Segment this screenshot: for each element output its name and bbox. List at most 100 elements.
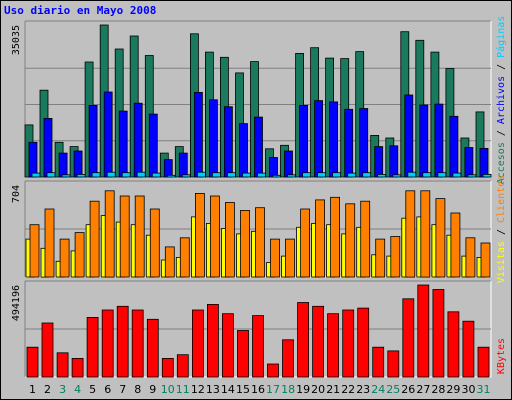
x-tick-label-day-9: 9	[149, 383, 156, 396]
bar-paginas-day-21	[332, 172, 342, 178]
bar-kbytes-day-26	[402, 298, 415, 378]
bar-clientes-day-27	[420, 190, 431, 278]
y-max-label: 494196	[11, 285, 22, 321]
bar-clientes-day-4	[74, 232, 85, 278]
x-tick-label-day-23: 23	[356, 383, 370, 396]
bar-paginas-day-22	[347, 172, 357, 178]
bar-paginas-day-25	[392, 174, 402, 178]
legend-visitors: Visitas / Clientes	[496, 175, 507, 283]
bar-clientes-day-12	[194, 192, 205, 278]
bar-archivos-day-26	[404, 94, 414, 178]
legend-separator: /	[496, 58, 507, 76]
bar-clientes-day-9	[149, 208, 160, 278]
bar-clientes-day-5	[89, 200, 100, 278]
x-tick-label-day-2: 2	[44, 383, 51, 396]
bar-archivos-day-15	[239, 123, 248, 178]
bar-kbytes-day-17	[267, 363, 279, 378]
y-max-label: 704	[11, 185, 22, 203]
panel-hits: 35035	[11, 20, 492, 178]
bar-archivos-day-16	[254, 116, 263, 178]
bar-paginas-day-3	[61, 174, 71, 178]
bar-kbytes-day-27	[417, 284, 430, 378]
panel-kbytes: 494196	[11, 280, 492, 378]
bar-clientes-day-16	[255, 207, 265, 278]
x-tick-label-day-22: 22	[341, 383, 355, 396]
bar-archivos-day-22	[344, 108, 354, 178]
bar-clientes-day-15	[240, 209, 250, 278]
bar-kbytes-day-7	[116, 305, 129, 378]
x-tick-label-day-20: 20	[311, 383, 325, 396]
x-tick-label-day-21: 21	[326, 383, 340, 396]
bar-clientes-day-7	[119, 195, 130, 278]
x-tick-label-day-28: 28	[431, 383, 445, 396]
legend-hits: Accesos / Archivos / Páginas	[495, 16, 507, 185]
x-tick-label-day-3: 3	[59, 383, 66, 396]
bar-archivos-day-12	[193, 92, 203, 178]
bar-archivos-day-23	[359, 108, 369, 178]
x-tick-label-day-8: 8	[134, 383, 141, 396]
bar-kbytes-day-11	[176, 354, 189, 378]
bar-clientes-day-6	[104, 190, 115, 278]
x-tick-label-day-27: 27	[416, 383, 430, 396]
bar-archivos-day-20	[314, 100, 324, 178]
bar-paginas-day-2	[46, 172, 56, 178]
bar-paginas-day-5	[91, 172, 101, 178]
bar-kbytes-day-23	[357, 307, 370, 378]
x-tick-label-day-25: 25	[386, 383, 400, 396]
x-tick-label-day-16: 16	[251, 383, 265, 396]
bar-archivos-day-24	[374, 146, 384, 178]
bar-paginas-day-4	[76, 173, 86, 178]
x-tick-label-day-15: 15	[236, 383, 250, 396]
bar-archivos-day-5	[88, 105, 98, 178]
bar-kbytes-day-22	[342, 309, 355, 378]
bar-archivos-day-6	[103, 91, 113, 178]
bar-clientes-day-1	[29, 224, 40, 278]
bar-archivos-day-4	[73, 150, 83, 178]
bar-kbytes-day-21	[327, 313, 340, 378]
x-tick-label-day-13: 13	[206, 383, 220, 396]
panel-visitors: 704	[11, 180, 492, 278]
bar-clientes-day-20	[315, 199, 326, 278]
bar-paginas-day-1	[31, 172, 41, 178]
bar-kbytes-day-1	[26, 346, 39, 378]
bar-paginas-day-24	[377, 173, 387, 178]
bar-paginas-day-16	[257, 172, 266, 178]
bar-clientes-day-10	[164, 246, 175, 278]
bar-paginas-day-31	[482, 173, 492, 178]
x-tick-label-day-1: 1	[29, 383, 36, 396]
legend-paginas: Páginas	[495, 16, 507, 58]
bar-kbytes-day-20	[312, 305, 325, 378]
x-tick-label-day-29: 29	[446, 383, 460, 396]
bar-paginas-day-19	[302, 172, 312, 178]
bar-clientes-day-3	[59, 238, 70, 278]
bar-kbytes-day-2	[41, 322, 54, 378]
bar-clientes-day-24	[375, 238, 386, 278]
bar-kbytes-day-8	[131, 309, 144, 378]
bar-kbytes-day-14	[221, 313, 234, 378]
bar-archivos-day-8	[133, 102, 143, 178]
bar-clientes-day-30	[465, 237, 476, 278]
bar-clientes-day-18	[285, 238, 295, 278]
bar-paginas-day-11	[181, 174, 191, 178]
x-tick-label-day-24: 24	[371, 383, 385, 396]
x-tick-label-day-18: 18	[281, 383, 295, 396]
chart-title: Uso diario en Mayo 2008	[4, 4, 156, 17]
bar-clientes-day-11	[179, 237, 190, 278]
legend-separator: /	[496, 124, 507, 142]
x-tick-label-day-14: 14	[221, 383, 235, 396]
legend-visitas: Visitas	[496, 241, 507, 283]
bar-clientes-day-31	[480, 242, 491, 278]
bar-archivos-day-19	[299, 105, 309, 178]
bar-clientes-day-14	[224, 202, 235, 278]
legend-clientes: Clientes	[496, 175, 507, 223]
bar-kbytes-day-6	[101, 309, 114, 378]
bar-paginas-day-6	[106, 171, 116, 178]
bar-archivos-day-2	[43, 118, 53, 178]
bar-archivos-day-9	[148, 113, 158, 178]
legend-separator: /	[496, 223, 507, 241]
bar-paginas-day-20	[317, 172, 327, 178]
bar-paginas-day-14	[226, 172, 236, 178]
bar-paginas-day-12	[196, 171, 206, 178]
bar-archivos-day-30	[464, 147, 474, 178]
